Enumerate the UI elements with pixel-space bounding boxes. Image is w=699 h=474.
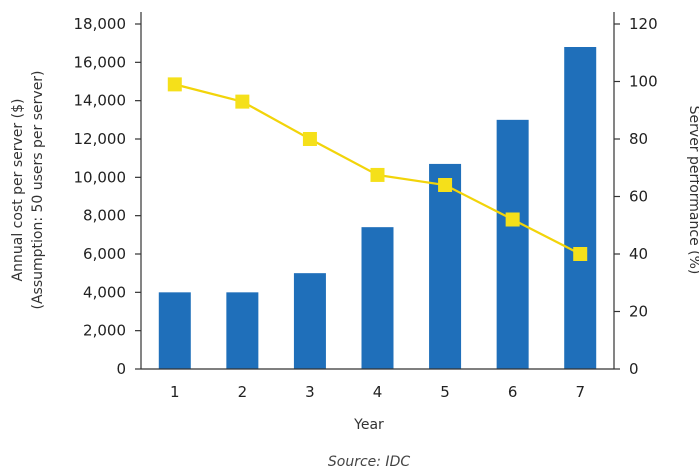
y2-tick-label: 100 [629, 73, 658, 91]
y-tick-label: 10,000 [74, 168, 127, 186]
performance-marker-year-1 [167, 77, 182, 92]
y-tick-label: 8,000 [83, 207, 126, 225]
x-tick-label: 7 [575, 383, 585, 401]
x-tick-label: 5 [440, 383, 450, 401]
line-group [167, 77, 588, 261]
y2-tick-label: 120 [629, 15, 658, 33]
y2-tick-label: 60 [629, 188, 648, 206]
y2-tick-label: 40 [629, 245, 648, 263]
performance-marker-year-7 [573, 247, 588, 261]
bars-group [158, 47, 597, 369]
y-tick-label: 0 [116, 360, 126, 378]
y2-tick-label: 20 [629, 303, 648, 321]
y-axis-title-line1: Annual cost per server ($) [10, 99, 26, 282]
x-tick-label: 1 [170, 383, 180, 401]
performance-marker-year-3 [302, 132, 317, 146]
bar-year-6 [496, 119, 529, 369]
y-tick-label: 2,000 [83, 322, 126, 340]
y2-axis-title: Server performance (%) [686, 106, 699, 275]
y-axis-title-line2: (Assumption: 50 users per server) [30, 70, 46, 309]
source-note: Source: IDC [328, 454, 410, 470]
y-tick-label: 16,000 [74, 53, 127, 71]
y-tick-label: 14,000 [74, 92, 127, 110]
bar-year-5 [429, 163, 462, 369]
performance-marker-year-5 [438, 178, 453, 192]
x-tick-label: 3 [305, 383, 315, 401]
performance-marker-year-4 [370, 167, 385, 182]
x-axis-title: Year [353, 417, 384, 433]
bar-year-2 [226, 292, 259, 369]
y2-tick-label: 0 [629, 360, 639, 378]
performance-marker-year-6 [505, 212, 520, 227]
axes-group [140, 12, 615, 370]
x-tick-label: 4 [373, 383, 383, 401]
x-tick-label: 6 [508, 383, 518, 401]
performance-marker-year-2 [235, 94, 250, 109]
x-tick-label: 2 [238, 383, 248, 401]
y-tick-label: 18,000 [74, 15, 127, 33]
bar-year-3 [293, 273, 326, 369]
y-tick-label: 4,000 [83, 283, 126, 301]
y2-tick-label: 80 [629, 130, 648, 148]
bar-year-4 [361, 227, 394, 369]
bar-year-1 [158, 292, 191, 369]
y-tick-label: 12,000 [74, 130, 127, 148]
bar-year-7 [564, 47, 597, 369]
y-tick-label: 6,000 [83, 245, 126, 263]
ticks-group: 0 2,000 4,000 6,000 8,000 10,000 12,000 14,000 1… [74, 15, 658, 401]
